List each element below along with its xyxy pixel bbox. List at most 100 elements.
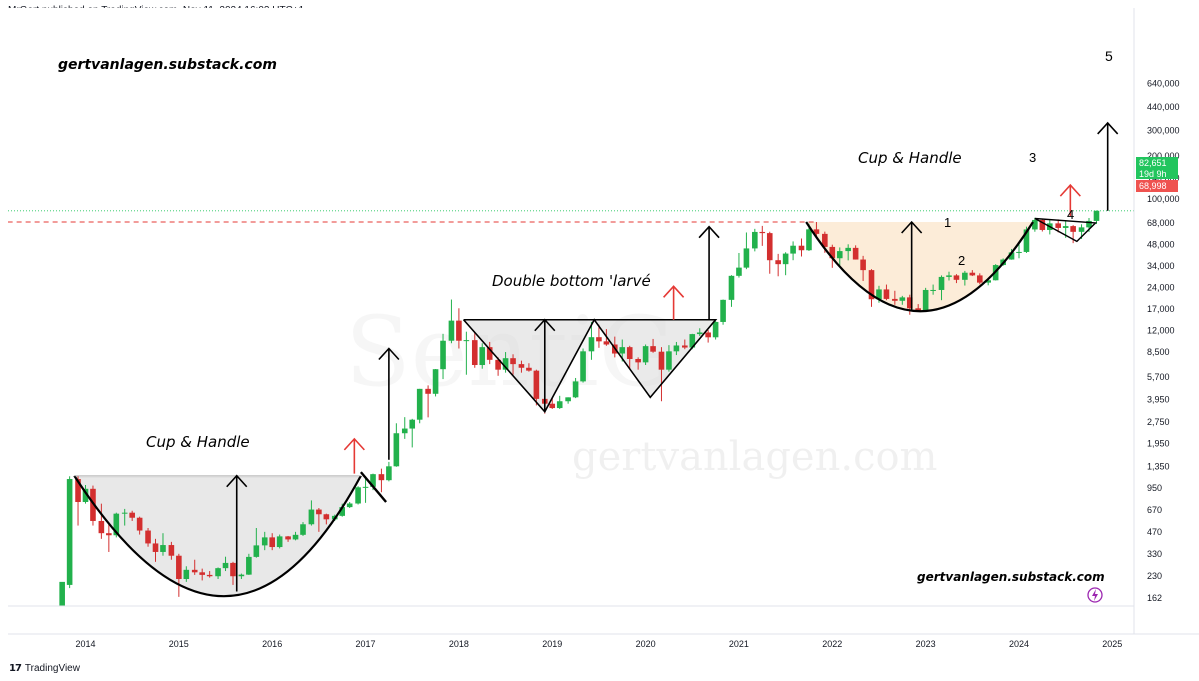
candle-body bbox=[915, 308, 921, 311]
candle bbox=[230, 561, 236, 585]
candle-body bbox=[339, 507, 346, 516]
breakout-arrow-1 bbox=[343, 437, 365, 474]
candle bbox=[98, 503, 105, 539]
lightning-icon[interactable] bbox=[1087, 587, 1103, 603]
candle-body bbox=[269, 537, 275, 548]
candle-body bbox=[696, 332, 703, 335]
candle bbox=[416, 388, 423, 424]
candle-body bbox=[121, 512, 128, 514]
candle-body bbox=[1070, 226, 1076, 232]
candle bbox=[222, 556, 229, 572]
last-price-badge bbox=[1136, 157, 1178, 179]
x-axis[interactable]: 2014 2015 2016 2017 2018 2019 2020 2021 2022 2023… bbox=[75, 639, 1122, 649]
candle-body bbox=[401, 428, 408, 434]
candle-body bbox=[323, 514, 330, 520]
candle-body bbox=[206, 574, 213, 577]
candle-body bbox=[635, 359, 641, 363]
candle-body bbox=[946, 275, 952, 277]
candle bbox=[899, 295, 906, 305]
candle-body bbox=[1008, 252, 1015, 260]
candle bbox=[775, 253, 781, 277]
candle-body bbox=[230, 562, 236, 577]
candle-body bbox=[852, 247, 859, 260]
candle-body bbox=[90, 488, 96, 521]
price-chart[interactable]: SentiG gertvanlagen.com gertvanlagen.sub… bbox=[0, 0, 1199, 660]
candle-body bbox=[658, 351, 665, 370]
candle bbox=[463, 331, 470, 375]
candle bbox=[806, 223, 812, 251]
candle bbox=[658, 347, 665, 402]
wave-label-4: 4 bbox=[1067, 207, 1074, 222]
level-text: 68,998 bbox=[1139, 181, 1167, 191]
candle-body bbox=[238, 574, 245, 577]
candle-body bbox=[906, 297, 913, 309]
candle-body bbox=[588, 337, 595, 352]
candle bbox=[596, 324, 602, 348]
target-arrow-2017 bbox=[378, 347, 400, 460]
candle-body bbox=[386, 466, 392, 481]
candle-body bbox=[199, 572, 205, 575]
candle bbox=[969, 270, 976, 277]
candle bbox=[346, 502, 353, 509]
candle bbox=[752, 228, 758, 252]
candle bbox=[378, 468, 385, 493]
footer: 17 TradingView bbox=[9, 660, 80, 676]
candle-body bbox=[705, 332, 711, 338]
candle-body bbox=[222, 562, 229, 569]
candle bbox=[199, 568, 205, 581]
candle-body bbox=[822, 233, 828, 247]
target-arrow-wave-5 bbox=[1097, 121, 1119, 211]
wave-label-3: 3 bbox=[1029, 150, 1036, 165]
candle-body bbox=[689, 334, 696, 348]
candle-body bbox=[1078, 227, 1085, 232]
candle-body bbox=[860, 259, 866, 271]
candle-body bbox=[666, 351, 672, 370]
candle bbox=[938, 275, 945, 301]
candle-body bbox=[619, 347, 626, 354]
candle-body bbox=[253, 545, 260, 557]
candle-body bbox=[448, 320, 455, 341]
candle-body bbox=[876, 289, 882, 300]
candle-body bbox=[113, 513, 120, 536]
candle bbox=[829, 244, 836, 268]
candle bbox=[518, 360, 525, 373]
candle bbox=[448, 299, 455, 344]
candle bbox=[362, 476, 369, 503]
y-tick-label: 950 bbox=[1147, 483, 1162, 493]
candle bbox=[510, 354, 516, 375]
candle-body bbox=[790, 245, 796, 254]
cup-zone-1-cap bbox=[74, 475, 361, 478]
candle bbox=[292, 531, 299, 541]
candle bbox=[432, 369, 439, 397]
candle bbox=[386, 461, 392, 482]
x-tick-label: 2024 bbox=[1009, 639, 1029, 649]
candle-body bbox=[673, 345, 680, 352]
y-tick-label: 200,000 bbox=[1147, 151, 1180, 161]
substack-label-top: gertvanlagen.substack.com bbox=[58, 57, 277, 73]
candle-body bbox=[682, 345, 688, 348]
candle bbox=[129, 510, 135, 521]
candle-body bbox=[66, 479, 73, 585]
candle-body bbox=[572, 381, 579, 398]
candle bbox=[565, 397, 571, 404]
candle-body bbox=[556, 401, 563, 409]
breakout-arrow-3 bbox=[1059, 183, 1081, 217]
cup-handle-label-1: Cup & Handle bbox=[146, 433, 250, 451]
candle-body bbox=[416, 388, 423, 420]
candle-body bbox=[316, 509, 322, 515]
x-tick-label: 2023 bbox=[916, 639, 936, 649]
candle-body bbox=[930, 289, 936, 291]
cup-zone-1 bbox=[74, 475, 361, 597]
candle-body bbox=[168, 545, 175, 556]
candle-body bbox=[1023, 229, 1030, 252]
candle-body bbox=[985, 280, 991, 283]
candle bbox=[246, 553, 252, 575]
candle-body bbox=[160, 545, 166, 552]
candle bbox=[798, 238, 805, 257]
candle-body bbox=[720, 299, 726, 322]
candle bbox=[323, 513, 330, 525]
candle-body bbox=[300, 524, 306, 535]
target-arrow-cup-2 bbox=[901, 220, 923, 310]
candle bbox=[136, 516, 143, 535]
wave-label-5: 5 bbox=[1105, 48, 1113, 64]
